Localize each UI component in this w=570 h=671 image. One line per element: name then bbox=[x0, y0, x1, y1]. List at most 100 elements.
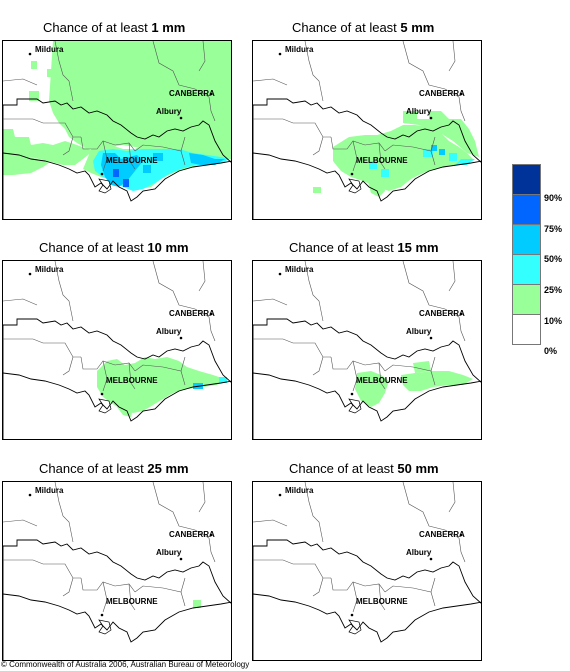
district-boundary bbox=[134, 577, 186, 593]
probability-shading bbox=[365, 171, 385, 197]
city-marker-mildura bbox=[278, 52, 282, 56]
district-boundary bbox=[180, 150, 186, 166]
city-marker-melbourne bbox=[100, 613, 104, 617]
port-phillip-bay bbox=[98, 619, 112, 635]
state-border bbox=[253, 98, 481, 163]
district-boundary bbox=[384, 577, 436, 593]
district-boundary bbox=[330, 356, 386, 372]
panel-title-10mm: Chance of at least 10 mm bbox=[39, 240, 189, 255]
district-boundary bbox=[253, 519, 288, 527]
district-boundary bbox=[102, 581, 108, 613]
map-canvas: Mildura CANBERRA Albury MELBOURNE bbox=[253, 41, 481, 219]
district-boundary bbox=[3, 559, 81, 579]
city-marker-canberra bbox=[209, 533, 213, 537]
map-5mm: Mildura CANBERRA Albury MELBOURNE bbox=[252, 40, 482, 220]
map-canvas: Mildura CANBERRA Albury MELBOURNE bbox=[253, 482, 481, 660]
city-label-canberra: CANBERRA bbox=[169, 309, 215, 318]
district-boundary bbox=[198, 41, 206, 72]
coastline bbox=[3, 152, 231, 202]
probability-shading bbox=[401, 371, 473, 391]
district-boundary bbox=[253, 118, 331, 138]
district-boundary bbox=[62, 136, 74, 156]
district-boundary bbox=[304, 261, 324, 322]
district-boundary bbox=[102, 360, 108, 392]
district-boundary bbox=[128, 142, 136, 170]
district-boundary bbox=[304, 482, 324, 543]
district-boundary bbox=[134, 356, 186, 372]
probability-shading bbox=[3, 153, 49, 175]
port-phillip-bay bbox=[348, 619, 362, 635]
district-boundary bbox=[330, 577, 386, 593]
map-1mm: Mildura CANBERRA Albury MELBOURNE bbox=[2, 40, 232, 220]
city-marker-albury bbox=[179, 116, 183, 120]
city-label-canberra: CANBERRA bbox=[419, 309, 465, 318]
city-label-albury: Albury bbox=[156, 548, 182, 557]
district-boundary bbox=[253, 559, 331, 579]
panel-title-1mm: Chance of at least 1 mm bbox=[43, 20, 186, 35]
legend-label-75: 75% bbox=[544, 224, 563, 234]
district-boundary bbox=[352, 140, 358, 172]
port-phillip-bay bbox=[348, 398, 362, 414]
coastline bbox=[3, 593, 231, 643]
probability-shading bbox=[101, 153, 143, 187]
probability-shading bbox=[143, 153, 163, 173]
city-label-mildura: Mildura bbox=[285, 265, 314, 274]
district-boundary bbox=[458, 316, 466, 342]
district-boundary bbox=[128, 583, 136, 611]
map-25mm: Mildura CANBERRA Albury MELBOURNE bbox=[2, 481, 232, 661]
district-boundary bbox=[208, 96, 216, 122]
city-marker-melbourne bbox=[350, 392, 354, 396]
legend-label-25: 25% bbox=[544, 285, 563, 295]
state-border bbox=[253, 318, 481, 383]
district-boundary bbox=[304, 41, 324, 102]
panel-title-50mm: Chance of at least 50 mm bbox=[289, 461, 439, 476]
port-phillip-bay bbox=[348, 178, 362, 194]
district-boundary bbox=[3, 519, 38, 527]
district-boundary bbox=[152, 41, 210, 98]
district-boundary bbox=[198, 482, 206, 513]
map-15mm: Mildura CANBERRA Albury MELBOURNE bbox=[252, 260, 482, 440]
district-boundary bbox=[253, 78, 288, 86]
legend-label-50: 50% bbox=[544, 254, 563, 264]
district-boundary bbox=[384, 356, 436, 372]
map-canvas: Mildura CANBERRA Albury MELBOURNE bbox=[3, 482, 231, 660]
legend-label-90: 90% bbox=[544, 193, 563, 203]
city-marker-mildura bbox=[28, 272, 32, 276]
probability-shading bbox=[97, 357, 225, 413]
district-boundary bbox=[198, 261, 206, 292]
city-marker-melbourne bbox=[100, 172, 104, 176]
city-label-melbourne: MELBOURNE bbox=[356, 597, 408, 606]
district-boundary bbox=[62, 356, 74, 376]
legend-swatch-90 bbox=[512, 164, 541, 195]
city-marker-mildura bbox=[28, 52, 32, 56]
district-boundary bbox=[384, 136, 436, 152]
legend-swatch-50 bbox=[512, 224, 541, 255]
city-marker-canberra bbox=[209, 92, 213, 96]
city-label-mildura: Mildura bbox=[35, 265, 64, 274]
city-label-melbourne: MELBOURNE bbox=[106, 376, 158, 385]
city-marker-mildura bbox=[28, 493, 32, 497]
map-canvas: Mildura CANBERRA Albury MELBOURNE bbox=[253, 261, 481, 439]
district-boundary bbox=[80, 577, 136, 593]
city-label-mildura: Mildura bbox=[285, 45, 314, 54]
city-label-melbourne: MELBOURNE bbox=[106, 597, 158, 606]
city-label-mildura: Mildura bbox=[35, 45, 64, 54]
city-label-melbourne: MELBOURNE bbox=[106, 156, 158, 165]
map-10mm: Mildura CANBERRA Albury MELBOURNE bbox=[2, 260, 232, 440]
district-boundary bbox=[3, 78, 38, 86]
city-marker-melbourne bbox=[100, 392, 104, 396]
city-marker-albury bbox=[429, 116, 433, 120]
probability-shading bbox=[313, 187, 321, 193]
district-boundary bbox=[3, 298, 38, 306]
state-border bbox=[3, 98, 231, 163]
map-50mm: Mildura CANBERRA Albury MELBOURNE bbox=[252, 481, 482, 661]
district-boundary bbox=[458, 96, 466, 122]
probability-shading bbox=[219, 377, 227, 383]
city-label-albury: Albury bbox=[156, 327, 182, 336]
legend-swatch-75 bbox=[512, 194, 541, 225]
probability-shading bbox=[189, 153, 225, 165]
coastline bbox=[3, 372, 231, 422]
probability-shading bbox=[115, 397, 133, 417]
map-canvas: Mildura CANBERRA Albury MELBOURNE bbox=[3, 261, 231, 439]
legend-label-10: 10% bbox=[544, 316, 563, 326]
